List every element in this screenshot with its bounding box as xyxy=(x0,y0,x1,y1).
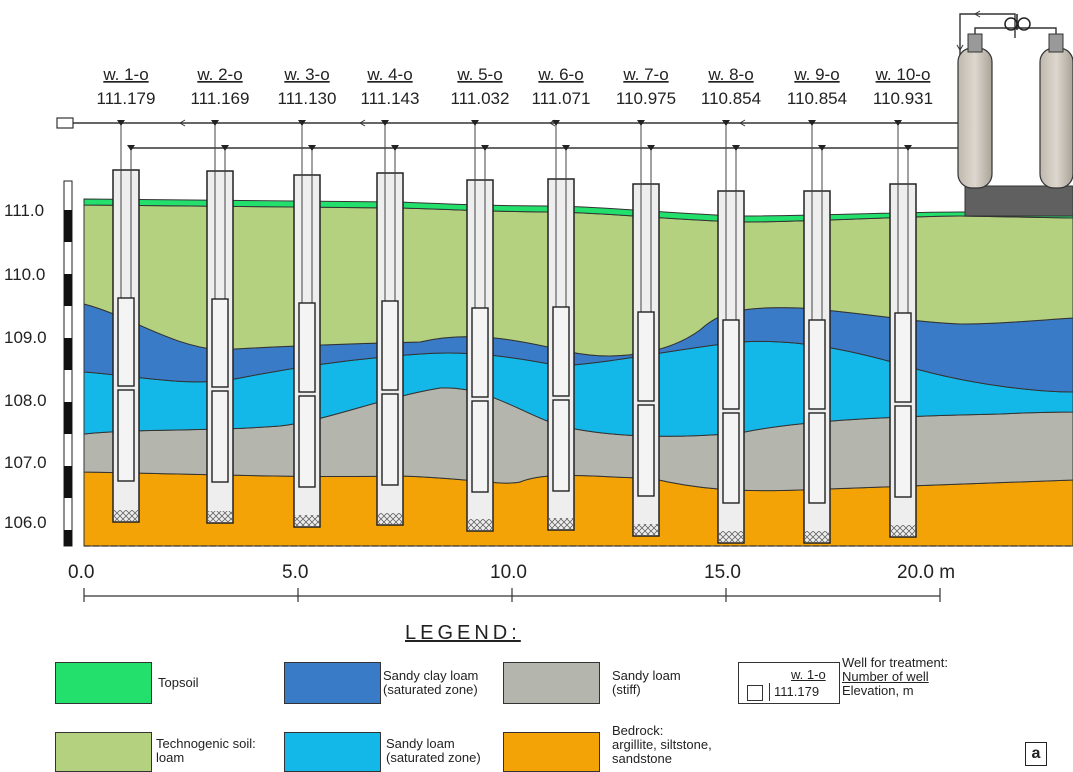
legend-line: Sandy loam xyxy=(386,736,455,751)
well-elevation-label: 111.130 xyxy=(278,89,337,108)
well-elevation-label: 111.032 xyxy=(451,89,510,108)
legend-label-bedrock: Bedrock: argillite, siltstone, sandstone xyxy=(612,724,712,766)
well xyxy=(803,120,831,544)
wells-layer xyxy=(112,120,917,544)
well-name-label: w. 4-o xyxy=(366,65,412,84)
legend-swatch-topsoil xyxy=(55,662,152,704)
legend-well-sample-name: w. 1-o xyxy=(791,667,826,682)
legend-line: Sandy loam xyxy=(612,668,681,683)
legend-label-sandy-loam-sat: Sandy loam (saturated zone) xyxy=(386,737,481,765)
elevation-axis: 111.0 110.0 109.0 108.0 107.0 106.0 xyxy=(4,180,73,547)
elevation-tick-label: 109.0 xyxy=(4,328,47,347)
well-elevation-label: 111.169 xyxy=(191,89,250,108)
well-elevation-label: 110.854 xyxy=(787,89,847,108)
legend-label-technogenic: Technogenic soil: loam xyxy=(156,737,256,765)
legend-well-sample-elev: 111.179 xyxy=(769,683,844,701)
well-name-label: w. 5-o xyxy=(456,65,502,84)
well-elevation-label: 111.071 xyxy=(532,89,591,108)
legend-well-sample: w. 1-o 111.179 xyxy=(738,662,840,704)
elevation-tick-label: 110.0 xyxy=(4,265,45,284)
legend-line: loam xyxy=(156,750,185,765)
legend-label-topsoil: Topsoil xyxy=(158,675,199,690)
legend-swatch-bedrock xyxy=(503,732,600,772)
distance-tick-label: 5.0 xyxy=(282,562,308,583)
well-elevation-label: 110.975 xyxy=(616,89,676,108)
legend-line: Technogenic soil: xyxy=(156,736,256,751)
distance-axis: 0.0 5.0 10.0 15.0 20.0 m xyxy=(68,562,955,602)
well-name-label: w. 6-o xyxy=(537,65,583,84)
well-name-label: w. 10-o xyxy=(875,65,931,84)
legend-line: (saturated zone) xyxy=(383,682,478,697)
elevation-tick-label: 106.0 xyxy=(4,513,47,532)
well-name-label: w. 2-o xyxy=(196,65,242,84)
elevation-tick-label: 107.0 xyxy=(4,453,47,472)
well-sample-icon xyxy=(747,685,763,701)
well xyxy=(206,120,234,524)
outlet-icon xyxy=(56,117,74,129)
well xyxy=(717,120,745,544)
distance-tick-label: 10.0 xyxy=(490,562,527,583)
well-elevation-label: 110.931 xyxy=(873,89,933,108)
legend-swatch-technogenic xyxy=(55,732,152,772)
panel-label: a xyxy=(1025,742,1047,766)
legend-line: Number of well xyxy=(842,669,929,684)
legend-line: Bedrock: xyxy=(612,723,664,738)
gas-cylinder-icon xyxy=(1039,47,1073,189)
legend-line: (stiff) xyxy=(612,682,641,697)
legend-line: (saturated zone) xyxy=(386,750,481,765)
distance-tick-label: 15.0 xyxy=(704,562,741,583)
legend-line: sandstone xyxy=(612,751,672,766)
well-name-label: w. 9-o xyxy=(793,65,839,84)
well-elevation-label: 111.143 xyxy=(361,89,420,108)
well xyxy=(466,120,494,532)
well-name-label: w. 1-o xyxy=(102,65,148,84)
well xyxy=(376,120,404,526)
well xyxy=(547,120,575,531)
legend-line: Sandy clay loam xyxy=(383,668,479,683)
elevation-tick-label: 108.0 xyxy=(4,391,47,410)
well-labels: w. 1-o 111.179 w. 2-o 111.169 w. 3-o 111.130 w… xyxy=(97,65,934,108)
legend-line: argillite, siltstone, xyxy=(612,737,712,752)
legend-swatch-sandy-loam-stiff xyxy=(503,662,600,704)
treatment-station xyxy=(957,14,1073,217)
legend-title: LEGEND: xyxy=(405,622,521,644)
distance-tick-label: 20.0 m xyxy=(897,562,955,583)
well-name-label: w. 8-o xyxy=(707,65,753,84)
well xyxy=(112,120,140,523)
gas-cylinder-icon xyxy=(957,47,993,189)
well-name-label: w. 3-o xyxy=(283,65,329,84)
well-name-label: w. 7-o xyxy=(622,65,668,84)
well-elevation-label: 111.179 xyxy=(97,89,156,108)
elevation-tick-label: 111.0 xyxy=(4,201,44,220)
legend-line: Elevation, m xyxy=(842,683,914,698)
well xyxy=(632,120,660,537)
distance-tick-label: 0.0 xyxy=(68,562,94,583)
legend-swatch-sandy-clay xyxy=(284,662,381,704)
valve-icon xyxy=(1004,14,1031,31)
legend-line: Well for treatment: xyxy=(842,655,948,670)
legend-label-sandy-loam-stiff: Sandy loam (stiff) xyxy=(612,669,681,697)
legend-label-sandy-clay: Sandy clay loam (saturated zone) xyxy=(383,669,478,697)
legend-swatch-sandy-loam-sat xyxy=(284,732,381,772)
well-elevation-label: 110.854 xyxy=(701,89,761,108)
legend-label-well: Well for treatment: Number of well Eleva… xyxy=(842,656,948,698)
well xyxy=(293,120,321,528)
well xyxy=(889,120,917,538)
pipe-network xyxy=(56,10,1016,149)
